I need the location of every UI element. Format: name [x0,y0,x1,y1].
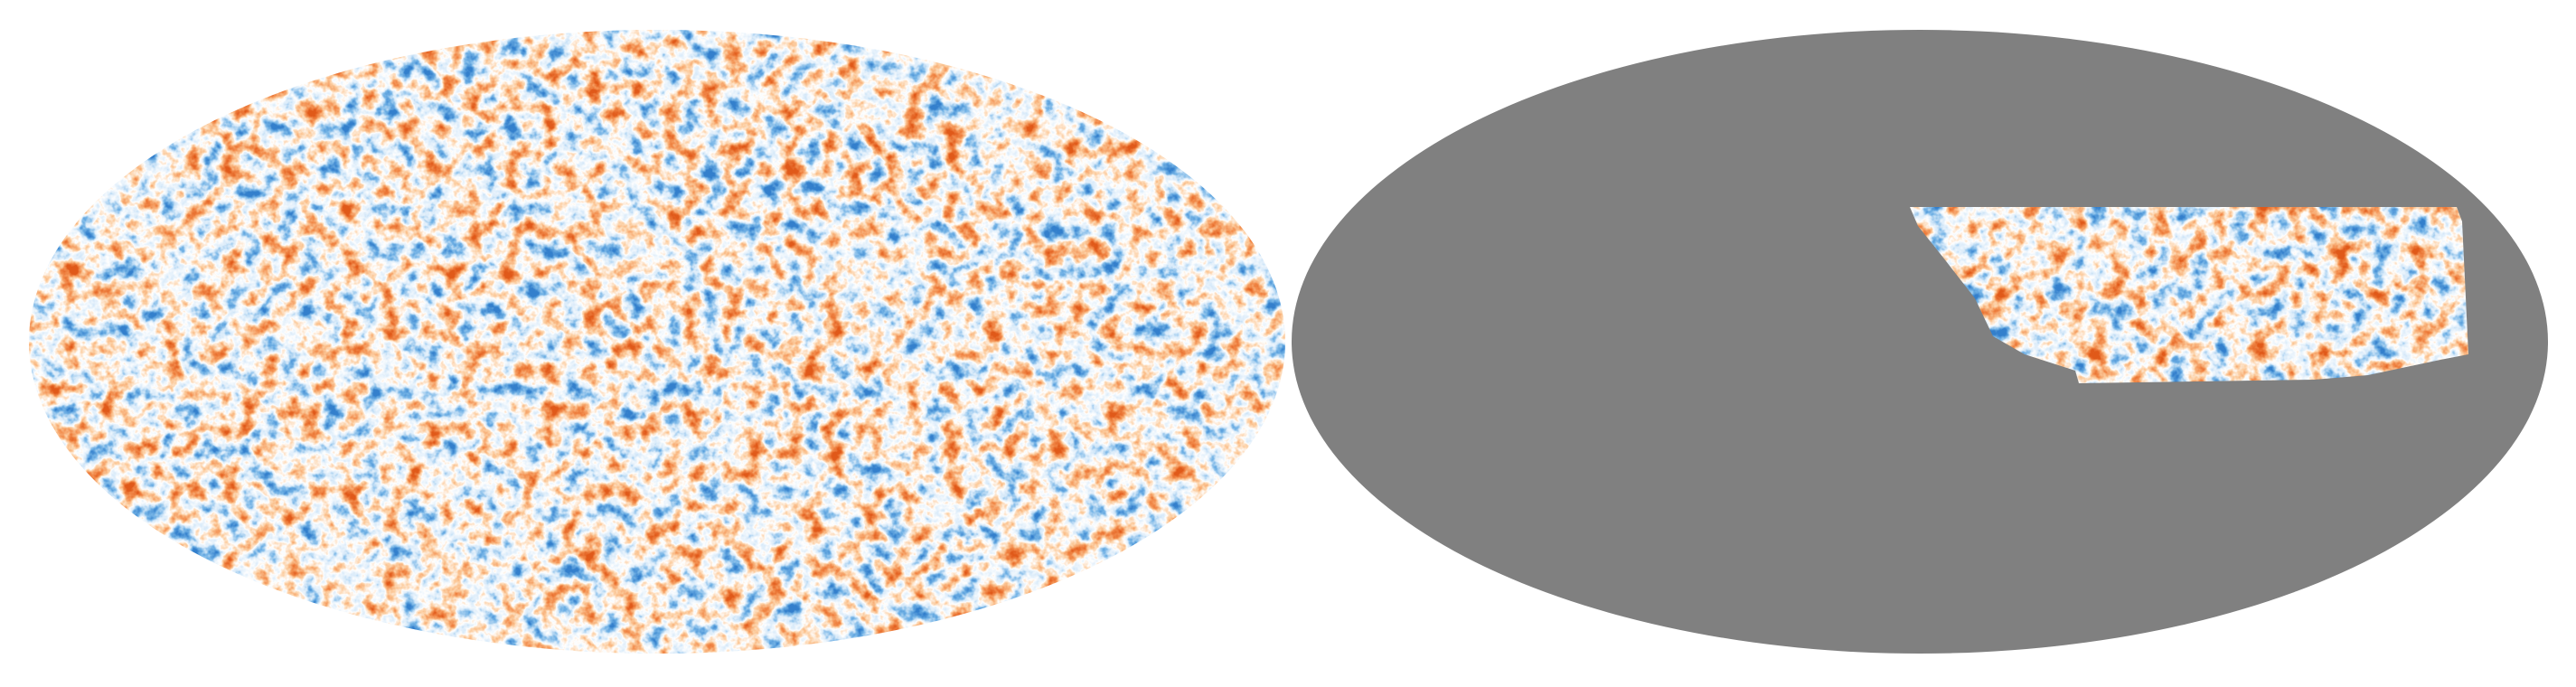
masked-sky-map [1292,30,2548,654]
temperature-field [29,30,1285,654]
full-sky-map [29,30,1285,654]
